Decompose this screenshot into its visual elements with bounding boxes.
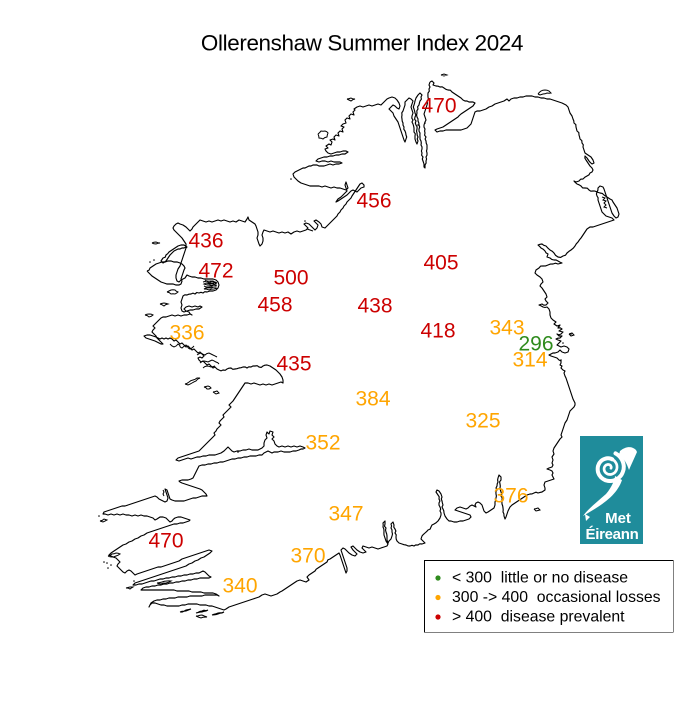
svg-text:336: 336	[169, 322, 204, 345]
svg-text:470: 470	[148, 530, 183, 553]
svg-text:384: 384	[355, 388, 390, 411]
svg-text:470: 470	[421, 95, 456, 118]
svg-text:314: 314	[512, 349, 547, 372]
svg-text:325: 325	[465, 410, 500, 433]
svg-text:435: 435	[276, 353, 311, 376]
svg-text:436: 436	[188, 230, 223, 253]
svg-text:500: 500	[273, 267, 308, 290]
svg-text:352: 352	[305, 432, 340, 455]
svg-text:340: 340	[222, 575, 257, 598]
svg-text:370: 370	[290, 545, 325, 568]
svg-text:< 300 little or no disease: < 300 little or no disease	[452, 570, 628, 587]
svg-text:376: 376	[493, 485, 528, 508]
svg-text:347: 347	[328, 503, 363, 526]
svg-text:> 400 disease prevalent: > 400 disease prevalent	[452, 609, 625, 626]
svg-text:343: 343	[489, 317, 524, 340]
svg-text:418: 418	[420, 320, 455, 343]
svg-text:300 -> 400 occasional losses: 300 -> 400 occasional losses	[452, 589, 661, 606]
svg-text:Met: Met	[605, 510, 631, 527]
svg-text:438: 438	[357, 295, 392, 318]
svg-text:Ollerenshaw Summer Index 2024: Ollerenshaw Summer Index 2024	[201, 31, 523, 56]
svg-text:296: 296	[518, 333, 553, 356]
svg-text:472: 472	[198, 260, 233, 283]
svg-text:Éireann: Éireann	[586, 526, 639, 543]
svg-text:456: 456	[356, 190, 391, 213]
svg-text:458: 458	[257, 294, 292, 317]
svg-text:405: 405	[423, 252, 458, 275]
